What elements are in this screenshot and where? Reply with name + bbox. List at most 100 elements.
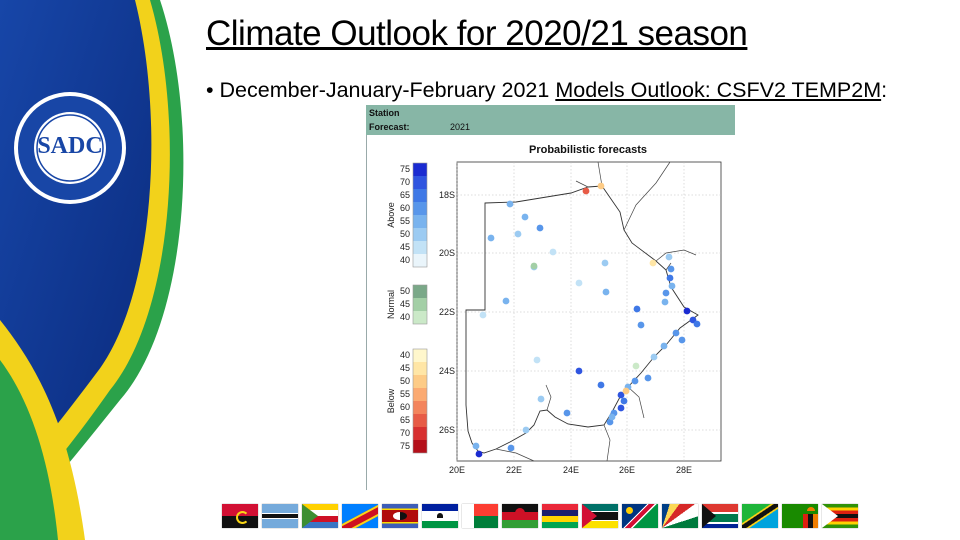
legend-swatch-below xyxy=(413,427,427,440)
station-point xyxy=(475,450,483,458)
x-tick-label: 22E xyxy=(506,465,522,475)
forecast-value: 2021 xyxy=(450,122,471,132)
chart-title: Probabilistic forecasts xyxy=(529,144,647,156)
station-point xyxy=(597,381,605,389)
station-point xyxy=(530,262,538,270)
legend-tick-above: 60 xyxy=(400,203,410,213)
station-point xyxy=(537,395,545,403)
station-point xyxy=(678,336,686,344)
flag-lesotho xyxy=(422,504,458,528)
legend-swatch-above xyxy=(413,163,427,176)
boundary-line xyxy=(655,249,697,262)
legend-tick-above: 55 xyxy=(400,216,410,226)
legend-label-below: Below xyxy=(386,388,396,413)
station-point xyxy=(608,413,616,421)
boundary-line xyxy=(603,424,611,462)
legend-tick-above: 70 xyxy=(400,177,410,187)
flag-zimbabwe xyxy=(822,504,858,528)
y-tick-label: 22S xyxy=(439,307,455,317)
station-point xyxy=(487,234,495,242)
station-point xyxy=(563,409,571,417)
station-point xyxy=(631,377,639,385)
station-point xyxy=(650,353,658,361)
station-point xyxy=(597,182,605,190)
flag-comoros xyxy=(302,504,338,528)
station-point xyxy=(472,442,480,450)
bullet-mark: • xyxy=(206,78,220,102)
legend-label-normal: Normal xyxy=(386,290,396,319)
legend-swatch-above xyxy=(413,241,427,254)
flag-seychelles xyxy=(662,504,698,528)
legend-tick-below: 50 xyxy=(400,376,410,386)
bullet-link-text: Models Outlook: CSFV2 TEMP2M xyxy=(555,78,882,102)
boundary-line xyxy=(623,161,671,231)
flag-madagascar xyxy=(462,504,498,528)
legend-tick-below: 60 xyxy=(400,402,410,412)
probabilistic-forecast-map: Probabilistic forecasts 75 70 65 60 55 50 45 40… xyxy=(386,144,722,475)
legend-frame-normal xyxy=(412,284,428,325)
x-tick-label: 24E xyxy=(563,465,579,475)
boundary-line xyxy=(597,161,603,187)
legend-tick-below: 70 xyxy=(400,428,410,438)
map-frame xyxy=(456,161,722,462)
station-point xyxy=(479,311,487,319)
y-tick-label: 20S xyxy=(439,248,455,258)
station-point xyxy=(644,374,652,382)
station-point xyxy=(549,248,557,256)
y-tick-label: 24S xyxy=(439,366,455,376)
station-point xyxy=(533,356,541,364)
sadc-logo: SADC xyxy=(12,90,128,206)
boundary-line xyxy=(575,180,589,188)
panel-header: Station Forecast: 2021 xyxy=(366,105,735,135)
slide-background-graphic xyxy=(0,0,184,540)
legend-tick-normal: 45 xyxy=(400,299,410,309)
legend-tick-normal: 50 xyxy=(400,286,410,296)
station-point xyxy=(637,321,645,329)
flag-malawi xyxy=(502,504,538,528)
legend-swatch-below xyxy=(413,388,427,401)
boundary-line xyxy=(545,384,552,411)
station-point xyxy=(661,298,669,306)
station-point xyxy=(575,279,583,287)
map-area: 20E 22E 24E 26E 28E 18S 20S 22S 24S 26S xyxy=(439,161,722,475)
station-point xyxy=(662,289,670,297)
station-point xyxy=(602,288,610,296)
sadc-logo-acronym: SADC xyxy=(37,133,103,159)
legend-swatch-below xyxy=(413,375,427,388)
legend-tick-below: 45 xyxy=(400,363,410,373)
legend-tick-above: 75 xyxy=(400,164,410,174)
station-point xyxy=(668,282,676,290)
legend-swatch-normal xyxy=(413,298,427,311)
station-point xyxy=(622,387,630,395)
station-point xyxy=(649,259,657,267)
legend-swatch-below xyxy=(413,401,427,414)
y-tick-label: 26S xyxy=(439,425,455,435)
legend-tick-below: 65 xyxy=(400,415,410,425)
legend-tick-below: 55 xyxy=(400,389,410,399)
flag-eswatini xyxy=(382,504,418,528)
station-point xyxy=(507,444,515,452)
station-point xyxy=(632,362,640,370)
station-point xyxy=(683,307,691,315)
legend-tick-below: 75 xyxy=(400,441,410,451)
station-point xyxy=(617,391,625,399)
flag-south-africa xyxy=(702,504,738,528)
station-point xyxy=(666,274,674,282)
legend-swatch-below xyxy=(413,440,427,453)
y-tick-label: 18S xyxy=(439,190,455,200)
sadc-member-flags xyxy=(222,504,858,528)
legend-swatch-above xyxy=(413,228,427,241)
flag-angola xyxy=(222,504,258,528)
x-tick-label: 26E xyxy=(619,465,635,475)
panel-border xyxy=(366,135,367,490)
legend-tick-normal: 40 xyxy=(400,312,410,322)
station-point xyxy=(660,342,668,350)
station-point xyxy=(633,305,641,313)
legend-swatch-above xyxy=(413,215,427,228)
station-point xyxy=(693,320,701,328)
legend-frame-above xyxy=(412,162,428,268)
flag-mauritius xyxy=(542,504,578,528)
station-point xyxy=(620,397,628,405)
bullet-suffix: : xyxy=(881,78,888,102)
legend-swatch-below xyxy=(413,414,427,427)
